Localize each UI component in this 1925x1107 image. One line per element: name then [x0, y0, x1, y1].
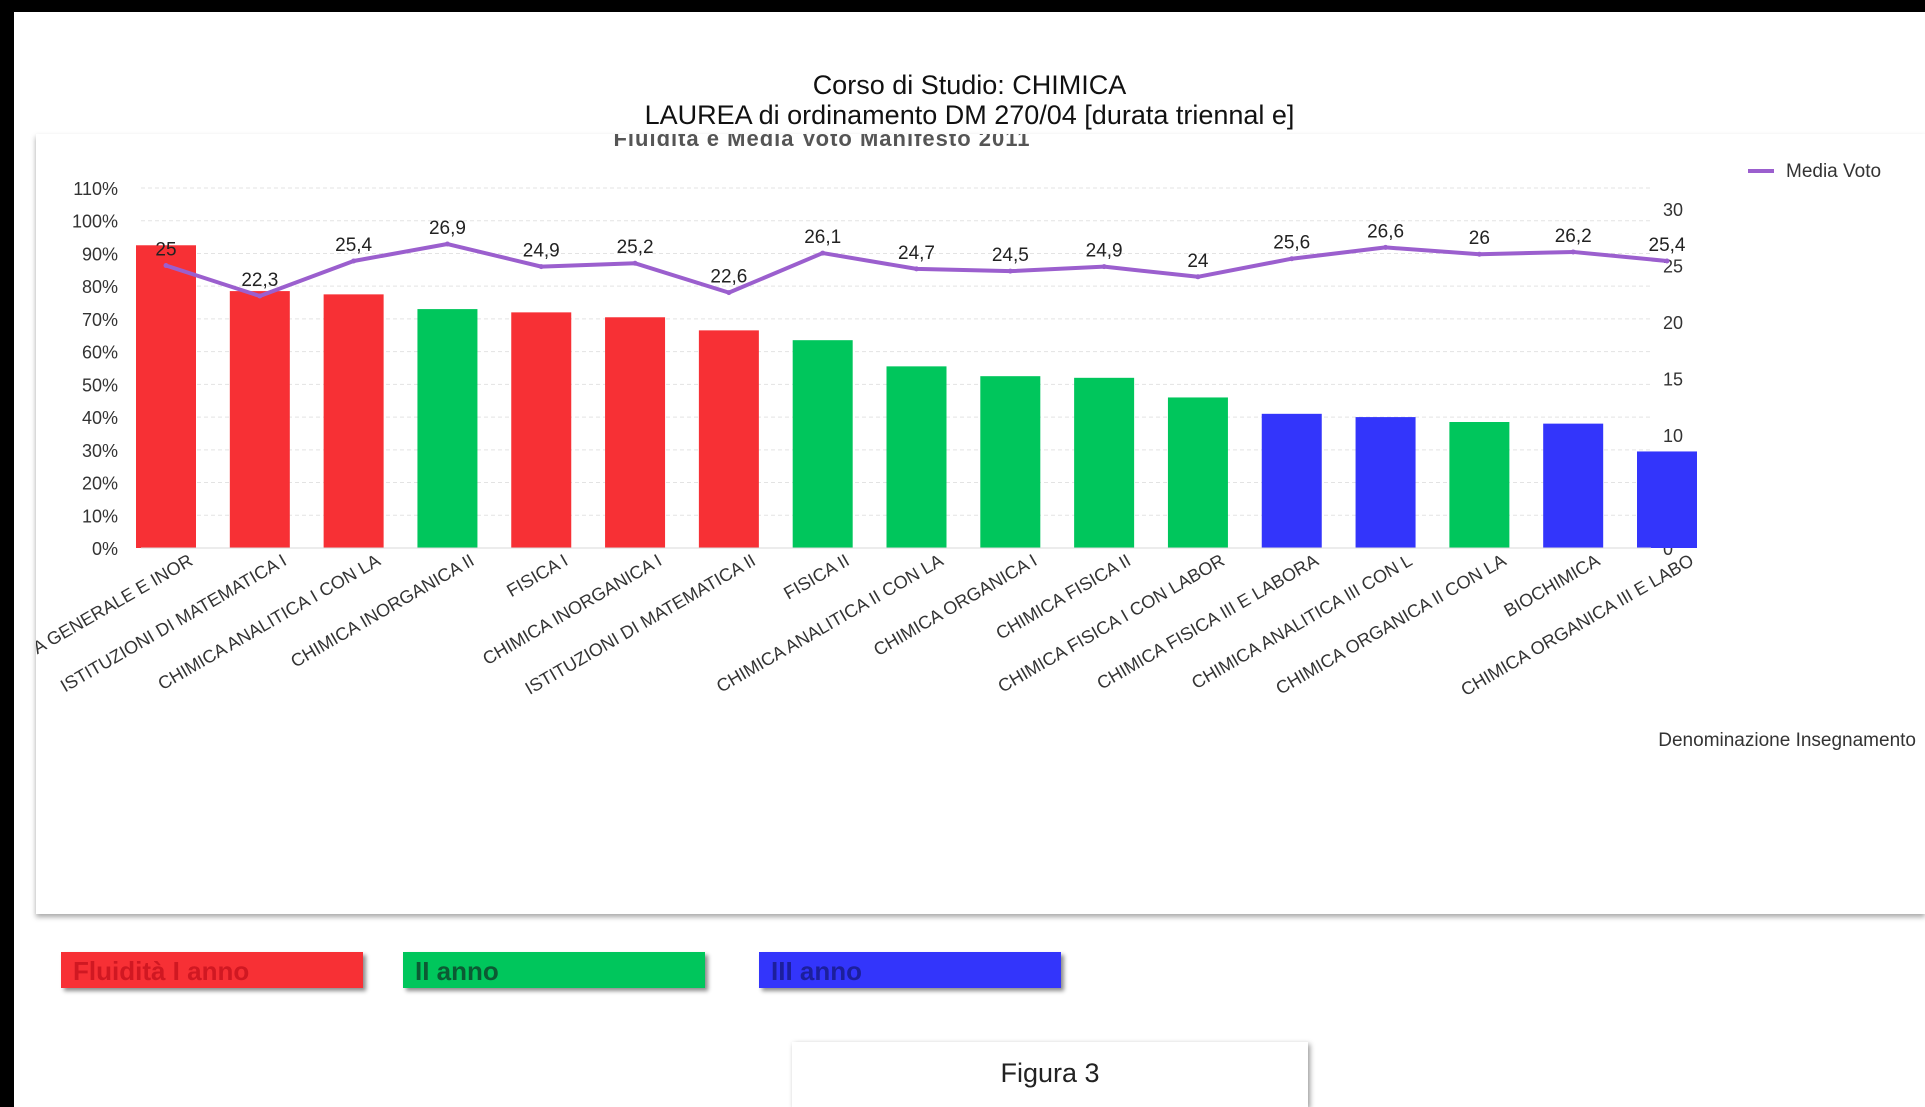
y-tick-label: 110% [73, 179, 118, 199]
line-data-label: 25,4 [1649, 235, 1686, 256]
line-data-label: 22,3 [241, 270, 278, 291]
y-tick-label: 100% [72, 212, 118, 232]
bar [1355, 417, 1416, 548]
bar [1449, 422, 1510, 548]
line-data-label: 24 [1187, 251, 1209, 272]
chart-svg: Fluidità e Media Voto Manifesto 2011 0% 10… [36, 134, 1916, 751]
bar [1167, 397, 1228, 548]
x-tick-label: CHIMICA INORGANICA I [479, 550, 665, 669]
y-tick-label: 80% [82, 277, 118, 297]
page-title: Corso di Studio: CHIMICA [812, 70, 1127, 100]
line-point [444, 241, 450, 247]
line-point [726, 290, 732, 296]
x-tick-label: A GENERALE E INOR [36, 550, 196, 658]
line-point [1383, 244, 1389, 250]
line-data-label: 25,2 [617, 237, 654, 258]
line-data-label: 25,4 [335, 235, 372, 256]
x-tick-label: CHIMICA INORGANICA II [287, 550, 477, 671]
bar [1261, 413, 1322, 548]
line-data-label: 26,2 [1555, 226, 1592, 247]
bar [792, 340, 853, 548]
line-point [163, 263, 169, 268]
bar [1074, 377, 1135, 548]
line-data-label: 26,6 [1367, 221, 1404, 242]
bar [417, 309, 478, 548]
y-tick-label: 20% [82, 474, 118, 494]
y-tick-label: 0% [92, 539, 118, 559]
y-tick-label: 70% [82, 310, 118, 330]
x-tick-label: CHIMICA ORGANICA I [870, 550, 1040, 660]
bar [1543, 423, 1604, 548]
bar [323, 294, 384, 548]
y2-tick-label: 15 [1663, 370, 1683, 390]
bar [698, 330, 759, 548]
legend-year1: Fluidità I anno [61, 952, 363, 988]
figure-frame: Corso di Studio: CHIMICA LAUREA di ordin… [14, 12, 1925, 1107]
chart-panel: Fluidità e Media Voto Manifesto 2011 0% 10… [36, 134, 1925, 914]
line-point [538, 264, 544, 270]
y2-tick-label: 0 [1663, 539, 1673, 559]
bar [136, 245, 196, 548]
line-data-label: 22,6 [710, 267, 747, 288]
line-data-label: 25,6 [1273, 233, 1310, 254]
line-point [1101, 264, 1107, 270]
line-point [632, 260, 638, 266]
y-tick-label: 60% [82, 343, 118, 363]
page-subtitle: LAUREA di ordinamento DM 270/04 [durata … [644, 100, 1295, 130]
x-axis-label: Denominazione Insegnamento [1658, 730, 1916, 751]
bar [511, 312, 572, 548]
y-tick-label: 90% [82, 244, 118, 264]
bar [980, 376, 1041, 548]
line-data-label: 24,9 [1086, 241, 1123, 262]
line-point [257, 293, 263, 299]
chart-title: Fluidità e Media Voto Manifesto 2011 [613, 134, 1030, 151]
y-tick-label: 40% [82, 408, 118, 428]
y2-tick-label: 20 [1663, 313, 1683, 333]
line-data-label: 25 [155, 240, 176, 261]
line-data-label: 24,7 [898, 243, 935, 264]
line-point [1007, 268, 1013, 274]
bar [229, 291, 290, 548]
legend-year2: II anno [403, 952, 705, 988]
line-point [1664, 258, 1670, 264]
bar [1637, 451, 1697, 548]
line-point [1570, 249, 1576, 255]
legend-label: Media Voto [1786, 161, 1881, 182]
line-data-label: 26,1 [804, 227, 841, 248]
y-tick-label: 50% [82, 375, 118, 395]
line-data-label: 24,5 [992, 245, 1029, 266]
bar [886, 366, 947, 548]
line-point [351, 258, 357, 264]
line-data-label: 26 [1469, 228, 1490, 249]
x-tick-label: FISICA II [780, 550, 852, 603]
y2-tick-label: 30 [1663, 200, 1683, 220]
line-point [820, 250, 826, 256]
line-point [1476, 251, 1482, 257]
figure-caption: Figura 3 [792, 1042, 1308, 1107]
y-tick-label: 30% [82, 441, 118, 461]
line-point [1289, 256, 1295, 262]
y2-tick-label: 10 [1663, 426, 1683, 446]
bar [605, 317, 666, 548]
line-point [1195, 274, 1201, 280]
y-tick-label: 10% [82, 506, 118, 526]
line-point [914, 266, 919, 272]
x-tick-label: FISICA I [503, 550, 571, 601]
legend-year3: III anno [759, 952, 1061, 988]
line-data-label: 24,9 [523, 241, 560, 262]
line-data-label: 26,9 [429, 218, 466, 239]
